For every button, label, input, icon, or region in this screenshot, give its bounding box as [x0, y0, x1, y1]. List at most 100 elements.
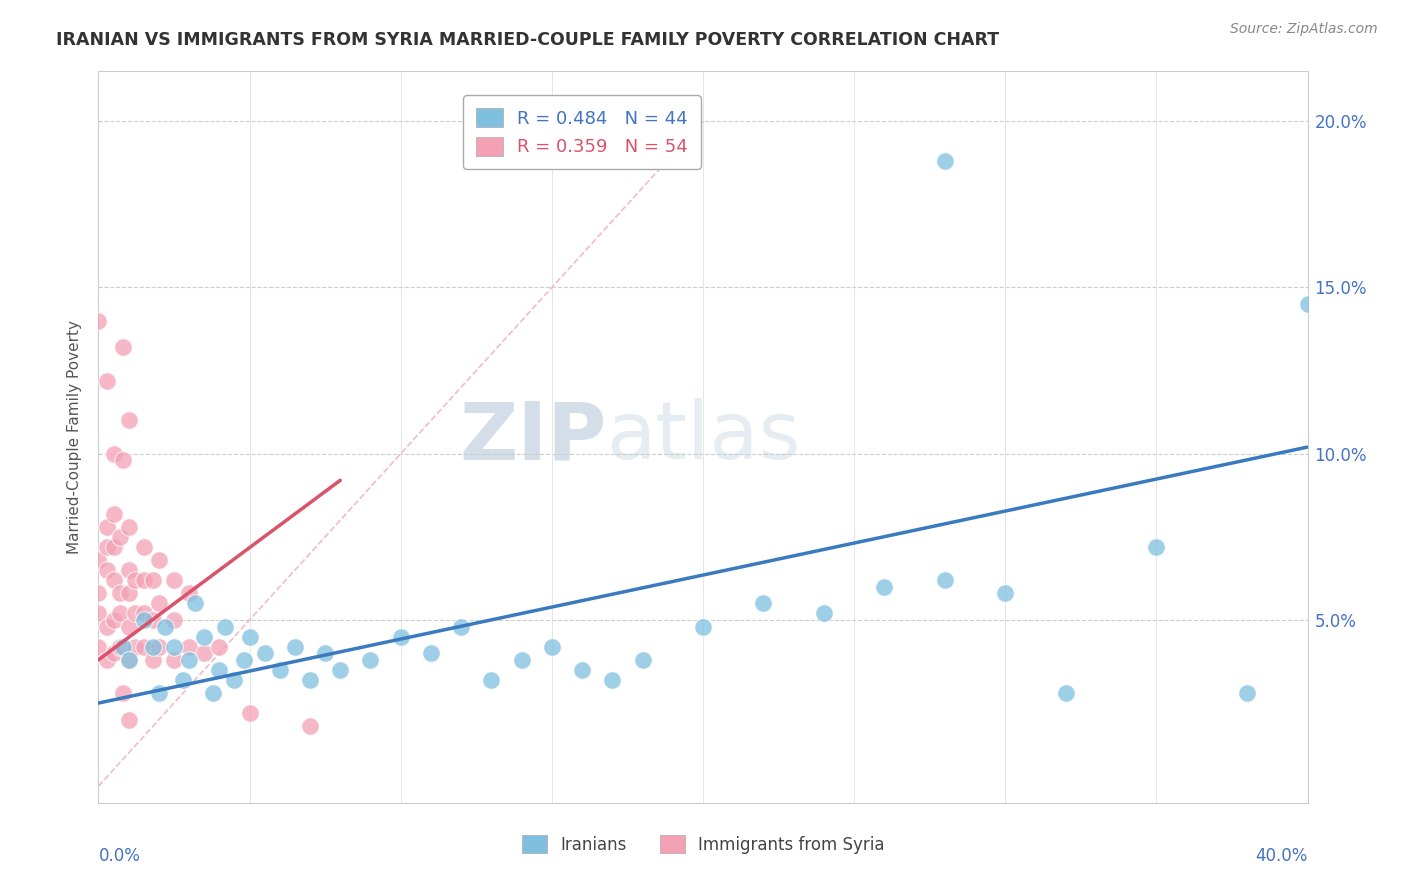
Point	[118, 413, 141, 427]
Point	[232, 653, 254, 667]
Point	[299, 719, 322, 733]
Point	[153, 619, 176, 633]
Point	[142, 573, 165, 587]
Point	[389, 630, 412, 644]
Point	[96, 619, 118, 633]
Text: atlas: atlas	[606, 398, 800, 476]
Point	[631, 653, 654, 667]
Point	[510, 653, 533, 667]
Point	[87, 586, 110, 600]
Point	[118, 619, 141, 633]
Point	[214, 619, 236, 633]
Legend: Iranians, Immigrants from Syria: Iranians, Immigrants from Syria	[515, 829, 891, 860]
Point	[163, 640, 186, 654]
Point	[118, 653, 141, 667]
Point	[224, 673, 246, 687]
Point	[142, 653, 165, 667]
Point	[994, 586, 1017, 600]
Point	[118, 653, 141, 667]
Point	[148, 596, 170, 610]
Point	[360, 653, 382, 667]
Point	[103, 646, 125, 660]
Point	[299, 673, 322, 687]
Point	[111, 640, 134, 654]
Point	[148, 686, 170, 700]
Point	[239, 706, 262, 720]
Point	[873, 580, 896, 594]
Point	[118, 586, 141, 600]
Point	[124, 640, 146, 654]
Point	[179, 640, 201, 654]
Point	[142, 613, 165, 627]
Point	[163, 573, 186, 587]
Point	[540, 640, 562, 654]
Text: Source: ZipAtlas.com: Source: ZipAtlas.com	[1230, 22, 1378, 37]
Point	[692, 619, 714, 633]
Point	[108, 530, 131, 544]
Point	[103, 540, 125, 554]
Text: 40.0%: 40.0%	[1256, 847, 1308, 864]
Point	[96, 520, 118, 534]
Point	[132, 613, 155, 627]
Point	[752, 596, 775, 610]
Point	[253, 646, 276, 660]
Point	[163, 613, 186, 627]
Point	[96, 374, 118, 388]
Point	[450, 619, 472, 633]
Point	[1236, 686, 1258, 700]
Text: ZIP: ZIP	[458, 398, 606, 476]
Point	[184, 596, 207, 610]
Point	[96, 563, 118, 577]
Point	[329, 663, 352, 677]
Point	[481, 673, 503, 687]
Point	[103, 573, 125, 587]
Point	[103, 613, 125, 627]
Point	[87, 314, 110, 328]
Point	[420, 646, 443, 660]
Point	[111, 340, 134, 354]
Point	[142, 640, 165, 654]
Point	[193, 646, 215, 660]
Point	[571, 663, 593, 677]
Point	[132, 573, 155, 587]
Point	[108, 586, 131, 600]
Point	[1144, 540, 1167, 554]
Point	[813, 607, 835, 621]
Point	[103, 507, 125, 521]
Point	[148, 553, 170, 567]
Point	[118, 563, 141, 577]
Point	[87, 640, 110, 654]
Point	[124, 573, 146, 587]
Point	[87, 553, 110, 567]
Point	[132, 640, 155, 654]
Point	[314, 646, 336, 660]
Point	[132, 540, 155, 554]
Point	[602, 673, 624, 687]
Point	[208, 640, 231, 654]
Text: 0.0%: 0.0%	[98, 847, 141, 864]
Point	[284, 640, 307, 654]
Point	[1054, 686, 1077, 700]
Point	[269, 663, 291, 677]
Point	[132, 607, 155, 621]
Point	[111, 686, 134, 700]
Point	[208, 663, 231, 677]
Point	[118, 520, 141, 534]
Point	[163, 653, 186, 667]
Point	[103, 447, 125, 461]
Point	[108, 607, 131, 621]
Point	[96, 653, 118, 667]
Point	[172, 673, 194, 687]
Point	[239, 630, 262, 644]
Point	[87, 607, 110, 621]
Point	[179, 586, 201, 600]
Point	[108, 640, 131, 654]
Point	[148, 640, 170, 654]
Point	[202, 686, 225, 700]
Text: IRANIAN VS IMMIGRANTS FROM SYRIA MARRIED-COUPLE FAMILY POVERTY CORRELATION CHART: IRANIAN VS IMMIGRANTS FROM SYRIA MARRIED…	[56, 31, 1000, 49]
Point	[1296, 297, 1319, 311]
Point	[193, 630, 215, 644]
Point	[179, 653, 201, 667]
Y-axis label: Married-Couple Family Poverty: Married-Couple Family Poverty	[67, 320, 83, 554]
Point	[124, 607, 146, 621]
